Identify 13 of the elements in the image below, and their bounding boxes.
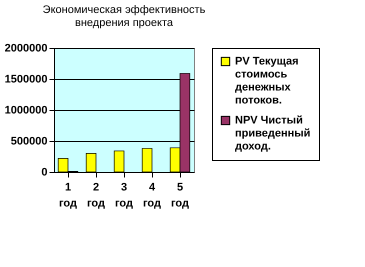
x-tick-label: 3 год <box>115 182 134 210</box>
y-tick-label: 1000000 <box>4 104 48 116</box>
x-tick-label: 1 год <box>59 182 78 210</box>
y-tick-label: 2000000 <box>4 42 48 54</box>
x-tick-label: 2 год <box>87 182 106 210</box>
legend-label: NPV Чистый приведенный доход. <box>235 114 310 152</box>
y-tick-label: 0 <box>41 166 48 178</box>
chart-title: Экономическая эффективность внедрения проекта <box>42 4 206 29</box>
y-tick-label: 1500000 <box>4 74 48 86</box>
y-tick-label: 500000 <box>10 136 48 148</box>
x-tick-label: 5 год <box>171 182 190 210</box>
x-tick-label: 4 год <box>143 182 162 210</box>
legend-label: PV Текущая стоимось денежных потоков. <box>235 56 299 106</box>
